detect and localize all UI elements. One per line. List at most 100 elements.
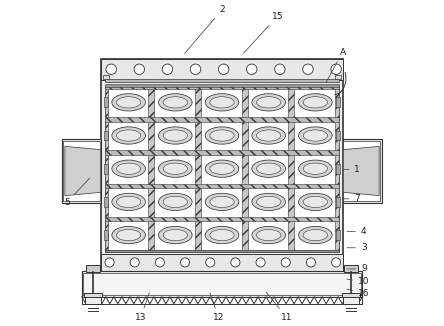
Circle shape [181, 258, 190, 267]
Bar [343, 139, 382, 203]
Ellipse shape [252, 193, 285, 211]
Text: 3: 3 [347, 243, 367, 252]
Bar [105, 84, 339, 87]
Circle shape [106, 64, 116, 75]
Text: 7: 7 [344, 194, 360, 203]
Bar [101, 59, 343, 80]
Circle shape [332, 258, 341, 267]
Ellipse shape [298, 94, 332, 111]
Ellipse shape [116, 196, 141, 208]
Ellipse shape [303, 97, 328, 108]
Ellipse shape [163, 97, 187, 108]
Bar [105, 184, 339, 188]
Bar [105, 86, 107, 252]
Ellipse shape [163, 130, 187, 141]
Circle shape [162, 64, 173, 75]
Ellipse shape [205, 160, 239, 177]
Bar [343, 141, 381, 201]
Ellipse shape [116, 230, 141, 241]
Ellipse shape [112, 160, 146, 177]
Bar [103, 97, 107, 107]
Circle shape [206, 258, 215, 267]
Text: 4: 4 [347, 227, 367, 236]
Bar [103, 197, 107, 207]
Ellipse shape [303, 130, 328, 141]
Ellipse shape [257, 196, 281, 208]
Circle shape [246, 64, 257, 75]
Text: 9: 9 [347, 264, 367, 274]
Ellipse shape [159, 227, 192, 244]
Text: 1: 1 [344, 165, 360, 174]
Ellipse shape [257, 97, 281, 108]
Text: 12: 12 [210, 293, 224, 322]
Ellipse shape [163, 163, 187, 174]
Bar [105, 250, 339, 252]
Ellipse shape [252, 94, 285, 111]
Ellipse shape [205, 94, 239, 111]
Text: 2: 2 [185, 5, 225, 53]
Ellipse shape [210, 130, 234, 141]
Ellipse shape [116, 130, 141, 141]
Text: 10: 10 [347, 277, 369, 287]
Ellipse shape [205, 227, 239, 244]
Circle shape [231, 258, 240, 267]
Circle shape [130, 258, 139, 267]
Bar [103, 164, 107, 174]
Text: 16: 16 [347, 289, 369, 298]
Bar [105, 151, 339, 155]
Circle shape [218, 64, 229, 75]
Bar [103, 130, 107, 141]
Bar [62, 139, 101, 203]
Bar [83, 273, 361, 295]
Bar [105, 217, 339, 221]
Text: 15: 15 [243, 12, 283, 53]
Bar [103, 75, 109, 79]
Ellipse shape [159, 127, 192, 144]
Bar [103, 230, 107, 240]
Bar [105, 86, 339, 252]
Text: 11: 11 [266, 292, 293, 322]
Ellipse shape [205, 127, 239, 144]
Ellipse shape [205, 193, 239, 211]
Circle shape [331, 64, 341, 75]
Bar [242, 86, 248, 252]
Ellipse shape [112, 94, 146, 111]
Bar [335, 75, 341, 79]
Ellipse shape [257, 163, 281, 174]
Bar [105, 117, 339, 122]
Circle shape [303, 64, 313, 75]
Circle shape [275, 64, 285, 75]
Ellipse shape [112, 193, 146, 211]
Bar [148, 86, 154, 252]
Text: 5: 5 [64, 178, 90, 207]
Ellipse shape [210, 97, 234, 108]
Bar [341, 293, 360, 297]
Bar [337, 130, 341, 141]
Bar [101, 254, 343, 271]
Ellipse shape [252, 227, 285, 244]
Bar [63, 141, 100, 201]
Bar [335, 86, 339, 252]
Ellipse shape [257, 130, 281, 141]
Polygon shape [65, 146, 101, 196]
Ellipse shape [163, 230, 187, 241]
Bar [337, 197, 341, 207]
Ellipse shape [163, 196, 187, 208]
Circle shape [281, 258, 290, 267]
Ellipse shape [159, 94, 192, 111]
Ellipse shape [159, 160, 192, 177]
Ellipse shape [210, 163, 234, 174]
Circle shape [155, 258, 164, 267]
Circle shape [105, 258, 114, 267]
Ellipse shape [210, 230, 234, 241]
Bar [337, 97, 341, 107]
Bar [343, 297, 359, 304]
Bar [82, 271, 362, 297]
Bar [105, 250, 339, 252]
Circle shape [256, 258, 265, 267]
Ellipse shape [112, 127, 146, 144]
Bar [195, 86, 201, 252]
Circle shape [306, 258, 316, 267]
Bar [86, 265, 100, 272]
Bar [337, 230, 341, 240]
